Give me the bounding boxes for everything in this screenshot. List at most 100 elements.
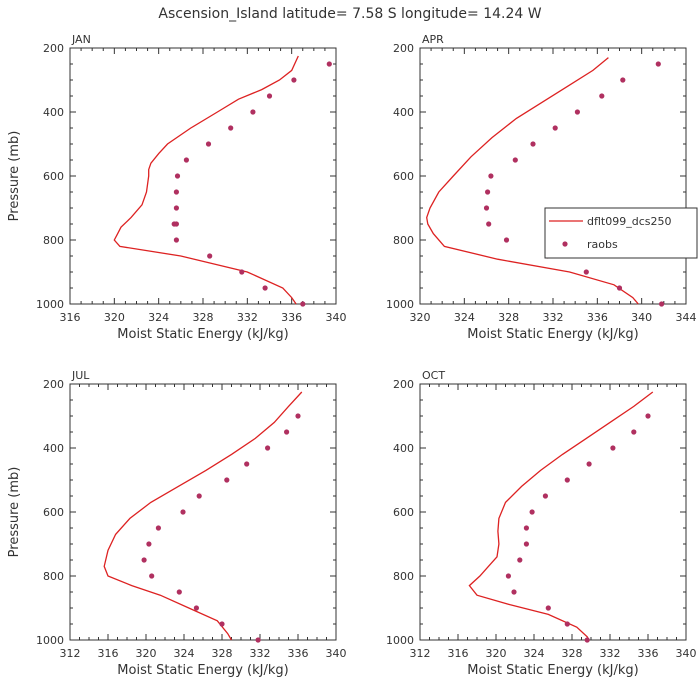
x-tick-label: 316 — [98, 647, 119, 660]
legend-point-swatch — [562, 241, 568, 247]
raobs-point — [255, 637, 261, 643]
raobs-point — [564, 621, 570, 627]
x-tick-label: 324 — [148, 311, 169, 324]
model-profile-line — [113, 55, 299, 305]
x-tick-label: 340 — [631, 311, 652, 324]
raobs-point — [545, 605, 551, 611]
raobs-point — [486, 221, 492, 227]
y-tick-label: 600 — [393, 506, 414, 519]
raobs-point — [173, 205, 179, 211]
x-tick-label: 312 — [60, 647, 81, 660]
y-axis-label: Pressure (mb) — [7, 467, 22, 558]
raobs-point — [488, 173, 494, 179]
raobs-point — [193, 605, 199, 611]
raobs-point — [196, 493, 202, 499]
x-tick-label: 340 — [326, 647, 347, 660]
x-tick-label: 340 — [326, 311, 347, 324]
raobs-point — [529, 509, 535, 515]
y-tick-label: 800 — [393, 234, 414, 247]
model-profile-line — [468, 391, 654, 641]
raobs-point — [574, 109, 581, 115]
raobs-point — [205, 141, 212, 147]
raobs-point — [512, 157, 518, 163]
raobs-point — [523, 525, 530, 531]
raobs-point — [645, 413, 651, 419]
raobs-point — [552, 125, 558, 131]
raobs-point — [485, 189, 491, 195]
raobs-point — [326, 61, 332, 67]
model-profile-line — [103, 391, 303, 641]
x-tick-label: 320 — [410, 311, 431, 324]
x-tick-label: 312 — [410, 647, 431, 660]
raobs-point — [183, 157, 189, 163]
raobs-point — [228, 125, 234, 131]
raobs-point — [610, 445, 616, 451]
y-axis-label: Pressure (mb) — [7, 131, 22, 222]
plot-frame — [69, 383, 337, 641]
raobs-point — [542, 493, 549, 499]
raobs-point — [616, 285, 623, 291]
x-tick-label: 324 — [454, 311, 475, 324]
x-tick-label: 328 — [562, 647, 583, 660]
raobs-point — [149, 573, 155, 579]
legend-obs-label: raobs — [587, 238, 618, 251]
y-tick-label: 800 — [43, 570, 64, 583]
raobs-point — [250, 109, 256, 115]
raobs-point — [266, 93, 273, 99]
y-tick-label: 1000 — [36, 634, 64, 647]
raobs-point — [244, 461, 250, 467]
y-tick-label: 1000 — [386, 298, 414, 311]
panel-title: APR — [422, 33, 444, 46]
raobs-point — [219, 621, 225, 627]
raobs-point — [300, 301, 306, 307]
x-tick-label: 320 — [486, 647, 507, 660]
panel-title: JAN — [71, 33, 91, 46]
panel-apr: APR 320 324 328 332 336 340 344 200 400 600 800 1000… — [386, 33, 697, 342]
x-axis-label: Moist Static Energy (kJ/kg) — [117, 327, 288, 342]
x-tick-label: 332 — [600, 647, 621, 660]
x-tick-label: 336 — [288, 647, 309, 660]
raobs-point — [174, 173, 181, 179]
y-tick-label: 800 — [43, 234, 64, 247]
raobs-point — [265, 445, 271, 451]
x-tick-label: 328 — [212, 647, 233, 660]
panel-oct: OCT 312 316 320 324 328 332 336 340 200 400 600 800 1… — [386, 369, 697, 678]
x-tick-label: 340 — [676, 647, 697, 660]
raobs-point — [599, 93, 605, 99]
y-tick-label: 200 — [393, 378, 414, 391]
y-tick-label: 600 — [43, 170, 64, 183]
raobs-point — [284, 429, 290, 435]
raobs-point — [564, 477, 570, 483]
plot-frame — [419, 47, 687, 305]
raobs-point — [584, 637, 590, 643]
x-tick-label: 336 — [638, 647, 659, 660]
raobs-point — [173, 221, 179, 227]
x-tick-label: 332 — [543, 311, 564, 324]
x-tick-label: 324 — [174, 647, 195, 660]
panel-jul: JUL 312 316 320 324 328 332 336 340 200 400 600 800 1… — [7, 369, 347, 678]
y-tick-label: 400 — [43, 106, 64, 119]
x-tick-label: 344 — [676, 311, 697, 324]
y-tick-label: 600 — [43, 506, 64, 519]
figure-title: Ascension_Island latitude= 7.58 S longit… — [158, 6, 541, 22]
x-tick-label: 332 — [237, 311, 258, 324]
x-tick-label: 336 — [587, 311, 608, 324]
raobs-point — [631, 429, 637, 435]
y-tick-label: 200 — [393, 42, 414, 55]
y-tick-label: 200 — [43, 378, 64, 391]
raobs-point — [239, 269, 245, 275]
raobs-point — [141, 557, 147, 563]
raobs-point — [295, 413, 301, 419]
raobs-point — [176, 589, 182, 595]
raobs-point — [483, 205, 490, 211]
raobs-point — [262, 285, 268, 291]
raobs-point — [224, 477, 230, 483]
raobs-point — [517, 557, 523, 563]
y-tick-label: 400 — [393, 106, 414, 119]
x-axis-label: Moist Static Energy (kJ/kg) — [467, 327, 638, 342]
panel-jan: JAN 316 320 324 328 332 336 340 200 400 600 800 1000… — [7, 33, 347, 342]
x-tick-label: 336 — [281, 311, 302, 324]
raobs-point — [180, 509, 186, 515]
